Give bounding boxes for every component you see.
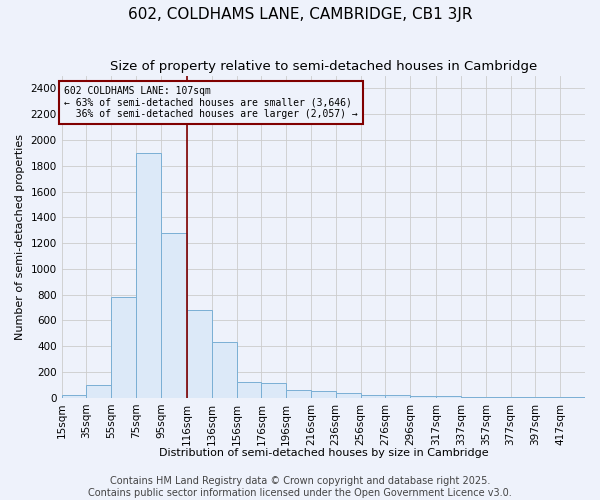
Bar	[262, 383, 286, 398]
Bar	[111, 297, 136, 398]
Bar	[486, 397, 511, 398]
Bar	[86, 385, 111, 398]
Bar	[236, 382, 262, 398]
Bar	[62, 395, 86, 398]
Text: Contains HM Land Registry data © Crown copyright and database right 2025.
Contai: Contains HM Land Registry data © Crown c…	[88, 476, 512, 498]
Bar	[361, 395, 385, 398]
Bar	[410, 396, 436, 398]
Bar	[212, 342, 236, 398]
Title: Size of property relative to semi-detached houses in Cambridge: Size of property relative to semi-detach…	[110, 60, 537, 73]
Bar	[286, 390, 311, 398]
Y-axis label: Number of semi-detached properties: Number of semi-detached properties	[15, 134, 25, 340]
X-axis label: Distribution of semi-detached houses by size in Cambridge: Distribution of semi-detached houses by …	[158, 448, 488, 458]
Bar	[336, 393, 361, 398]
Text: 602, COLDHAMS LANE, CAMBRIDGE, CB1 3JR: 602, COLDHAMS LANE, CAMBRIDGE, CB1 3JR	[128, 8, 472, 22]
Bar	[187, 310, 212, 398]
Bar	[311, 392, 336, 398]
Bar	[136, 153, 161, 398]
Bar	[385, 395, 410, 398]
Bar	[436, 396, 461, 398]
Text: 602 COLDHAMS LANE: 107sqm
← 63% of semi-detached houses are smaller (3,646)
  36: 602 COLDHAMS LANE: 107sqm ← 63% of semi-…	[64, 86, 358, 119]
Bar	[461, 397, 486, 398]
Bar	[161, 234, 187, 398]
